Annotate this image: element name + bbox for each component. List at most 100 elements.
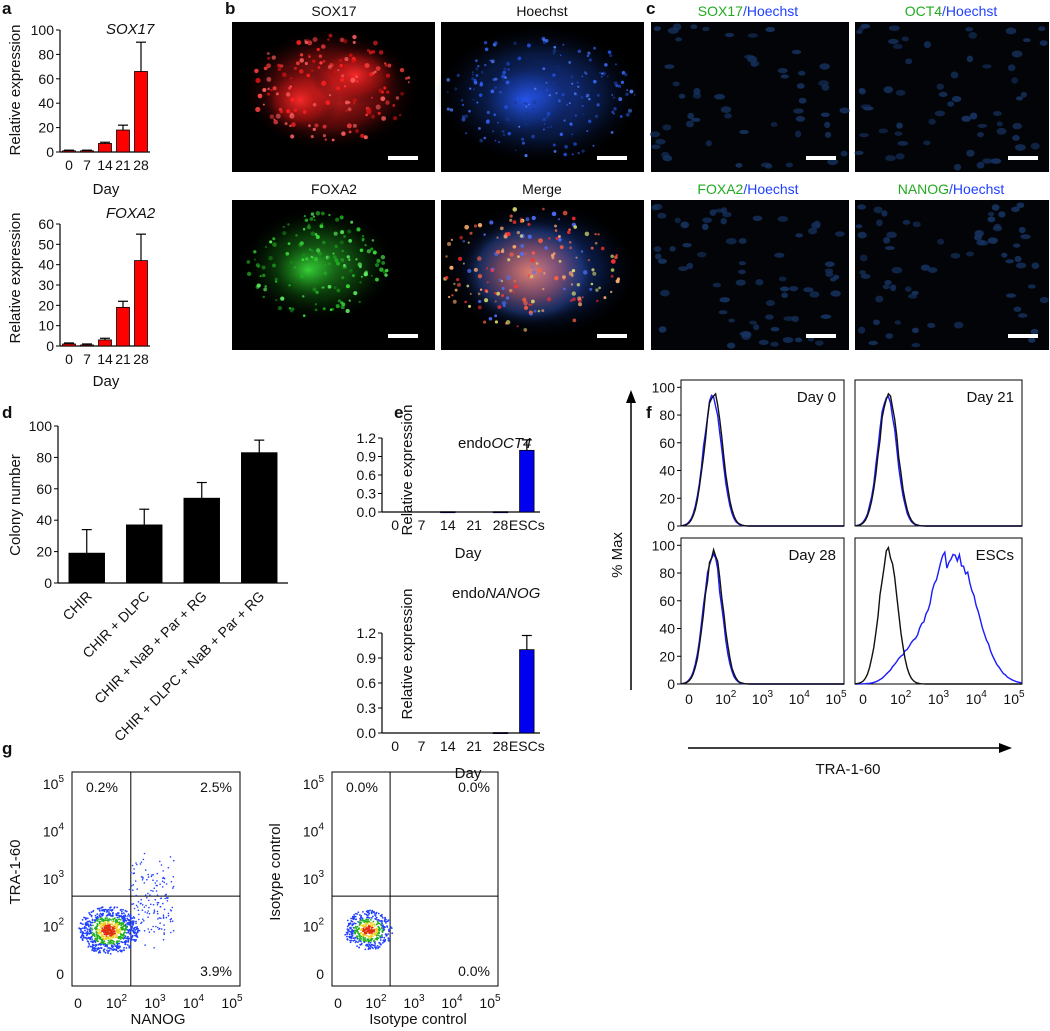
micrograph-label-oct4-hoechst: OCT4/Hoechst [905,3,998,19]
micrograph-oct4-hoechst [854,22,1049,172]
x-tick-label: 0 [391,738,399,754]
cell-dots [246,211,389,317]
micrograph-label-sox17-hoechst: SOX17/Hoechst [698,3,798,19]
x-tick-label: 28 [133,351,149,367]
y-axis-label: TRA-1-60 [7,839,24,904]
x-tick-label: 14 [97,157,113,173]
nuclei [651,203,845,349]
y-tick-label: 105 [303,774,325,792]
x-tick-label: 0 [334,995,342,1011]
y-tick-label: 0.0 [357,504,377,520]
panel-label-d: d [2,403,12,422]
x-axis-label: Day [455,545,482,562]
x-tick-label: 7 [418,517,426,533]
micrograph-label-foxa2: FOXA2 [311,181,357,197]
bar [519,649,535,734]
histogram-3: Day 28 0 20 40 60 80 100 0 102 103 104 105 [652,537,847,707]
y-axis-label: Relative expression [399,589,416,720]
x-tick-label: 21 [466,738,482,754]
scale-bar [388,156,418,160]
x-tick-label: 104 [789,689,811,707]
x-tick-label: 7 [83,157,91,173]
chart-marks: 0.0 0.3 0.6 0.9 1.2 0 7 14 21 28 ESCs [357,430,545,533]
y-tick-label: 0.3 [357,486,377,502]
x-tick-label: 104 [966,689,988,707]
micrograph-label-merge: Merge [522,181,562,197]
bar [116,306,130,347]
x-tick-label: 0 [65,157,73,173]
panel-b-micrographs: SOX17 Hoechst FOXA2 Merge [232,3,645,350]
micrograph-hoechst [435,22,645,172]
x-tick-label: 103 [403,993,425,1011]
quadrant-ul-percent: 0.2% [86,779,118,795]
chart-title: SOX17 [106,21,155,38]
histogram-plots: Day 0 0 20 40 60 80 100 Day 21 Day 28 0 20 40 60 80 10… [652,379,1025,707]
x-tick-label: 102 [106,993,128,1011]
x-tick-label: 28 [493,517,509,533]
y-tick-label: 0.0 [357,725,377,741]
x-axis-label: TRA-1-60 [815,761,880,778]
x-axis-label: NANOG [130,1011,185,1028]
bar [134,260,148,347]
micrograph-label-sox17: SOX17 [311,3,356,19]
plot-label: Day 28 [788,547,836,564]
x-tick-label: 105 [221,993,243,1011]
histogram-control-trace [680,392,844,527]
x-tick-label: 105 [825,689,847,707]
panel-a-sox17-chart: SOX17 Relative expression Day 0 20 40 60 80 1… [7,21,155,198]
y-tick-label: 100 [31,22,55,38]
x-tick-label: ESCs [509,517,545,533]
bar [68,552,105,584]
y-tick-label: 40 [36,512,52,528]
x-tick-label: 0 [65,351,73,367]
nuclei [855,202,1049,348]
x-tick-label: 104 [183,993,205,1011]
plot-frame [71,771,241,987]
y-tick-label: 50 [38,236,54,252]
quadrant-lr-percent: 3.9% [200,963,232,979]
x-tick-label: 102 [365,993,387,1011]
y-axis-label: Relative expression [399,405,416,536]
bar [440,511,456,514]
x-tick-label: 28 [493,738,509,754]
y-tick-label: 20 [38,120,54,136]
x-axis-label: Day [455,765,482,782]
quadrant-lr-percent: 0.0% [458,963,490,979]
x-tick-label: 14 [440,517,456,533]
x-axis-label: Day [93,181,120,198]
y-tick-label: 80 [36,449,52,465]
panel-c-micrographs: SOX17/Hoechst OCT4/Hoechst FOXA2/Hoechst… [649,3,1049,350]
dot-plot-2: 0.0% 0.0% 0.0% 0 102 103 104 105 0 102 103 104 105 [303,771,501,1011]
cell-dots [254,33,411,142]
quadrant-ul-percent: 0.0% [346,779,378,795]
chart-title: FOXA2 [106,205,156,222]
scale-bar [806,156,836,160]
plot-frame [331,771,499,987]
y-tick-label: 40 [659,621,675,637]
micrograph-foxa2 [232,200,435,350]
chart-title: endoNANOG [452,585,541,602]
bar [241,452,278,584]
histogram-sample-trace [855,550,1023,685]
plot-label: Day 0 [797,389,836,406]
micrograph-nanog-hoechst [855,200,1049,350]
histogram-sample-trace [854,395,1022,527]
y-tick-label: 0 [56,966,64,982]
x-tick-label: 103 [752,689,774,707]
cell-dots [443,207,621,332]
bar [116,129,130,153]
x-tick-label: ESCs [509,738,545,754]
y-tick-label: 100 [652,537,676,553]
x-tick-label: 103 [144,993,166,1011]
y-axis-label: Colony number [7,454,24,556]
panel-g-dotplots: TRA-1-60 NANOG Isotype control Isotype c… [7,771,501,1028]
bar [492,511,509,514]
panel-label-a: a [2,0,12,18]
y-tick-label: 1.2 [357,430,377,446]
y-tick-label: 0 [44,575,52,591]
